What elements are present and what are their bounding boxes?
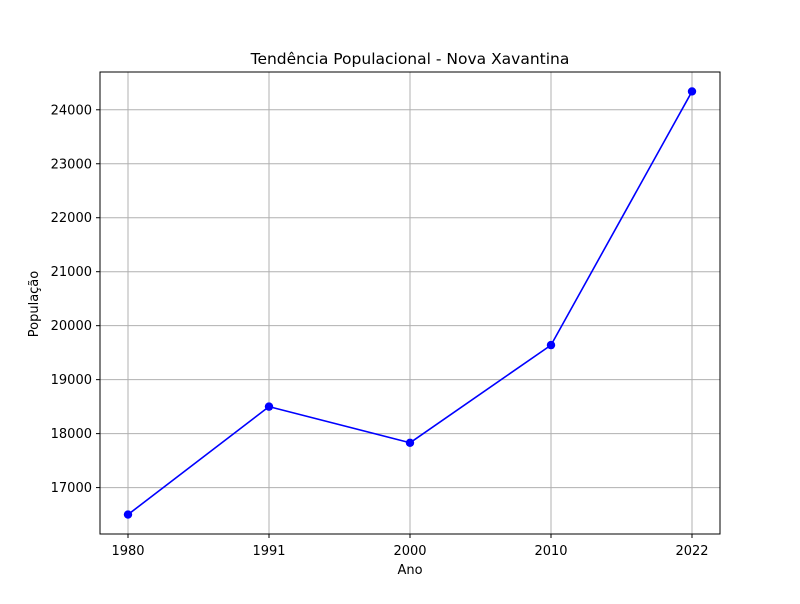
y-tick-label: 23000 — [51, 157, 92, 172]
x-tick-label: 2022 — [675, 544, 708, 559]
y-tick-label: 19000 — [51, 373, 92, 388]
grid — [100, 72, 720, 534]
data-point — [264, 402, 274, 411]
y-tick-label: 20000 — [51, 319, 92, 334]
data-point — [405, 438, 415, 447]
ticks: 1980 1991 2000 2010 2022 17000 18000 19000 20000… — [51, 103, 709, 559]
x-tick-label: 2010 — [534, 544, 567, 559]
x-tick-label: 2000 — [393, 544, 426, 559]
series-layer — [123, 87, 697, 519]
y-tick-label: 22000 — [51, 211, 92, 226]
y-tick-label: 24000 — [51, 103, 92, 118]
x-tick-label: 1980 — [111, 544, 144, 559]
y-tick-label: 18000 — [51, 427, 92, 442]
data-point — [687, 87, 697, 96]
chart-title: Tendência Populacional - Nova Xavantina — [250, 50, 570, 68]
x-axis-label: Ano — [397, 563, 422, 578]
y-tick-label: 17000 — [51, 481, 92, 496]
y-axis-label: População — [27, 271, 42, 338]
data-point — [123, 510, 133, 519]
x-tick-label: 1991 — [252, 544, 285, 559]
data-point — [546, 340, 556, 350]
y-tick-label: 21000 — [51, 265, 92, 280]
